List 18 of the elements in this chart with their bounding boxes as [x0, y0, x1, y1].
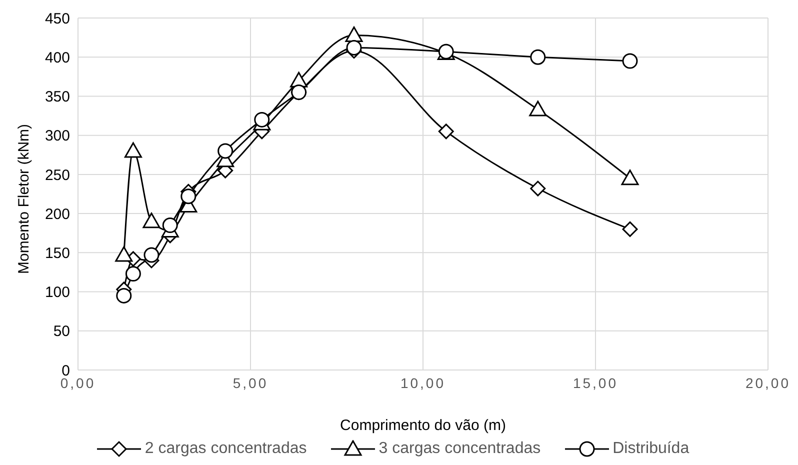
y-tick-label: 250 — [44, 166, 70, 184]
y-tick-label: 300 — [44, 128, 70, 145]
y-tick-label: 100 — [44, 284, 70, 302]
y-tick-label: 350 — [44, 88, 70, 106]
y-axis-title: Momento Fletor (kNm) — [15, 124, 32, 274]
y-tick-label: 400 — [44, 49, 70, 66]
y-tick-label: 450 — [44, 10, 70, 28]
legend-label: 3 cargas concentradas — [378, 440, 541, 458]
x-tick-label: 5,00 — [232, 374, 268, 391]
legend-label: 2 cargas concentradas — [144, 440, 307, 458]
x-tick-label: 10,00 — [400, 374, 446, 391]
x-axis-title: Comprimento do vão (m) — [340, 417, 506, 434]
x-tick-label: 15,00 — [572, 374, 618, 391]
y-tick-label: 150 — [44, 244, 70, 262]
x-tick-label: 20,00 — [745, 374, 791, 391]
y-tick-label: 50 — [53, 323, 70, 340]
y-tick-label: 200 — [44, 206, 70, 223]
legend-label: Distribuída — [612, 440, 690, 458]
